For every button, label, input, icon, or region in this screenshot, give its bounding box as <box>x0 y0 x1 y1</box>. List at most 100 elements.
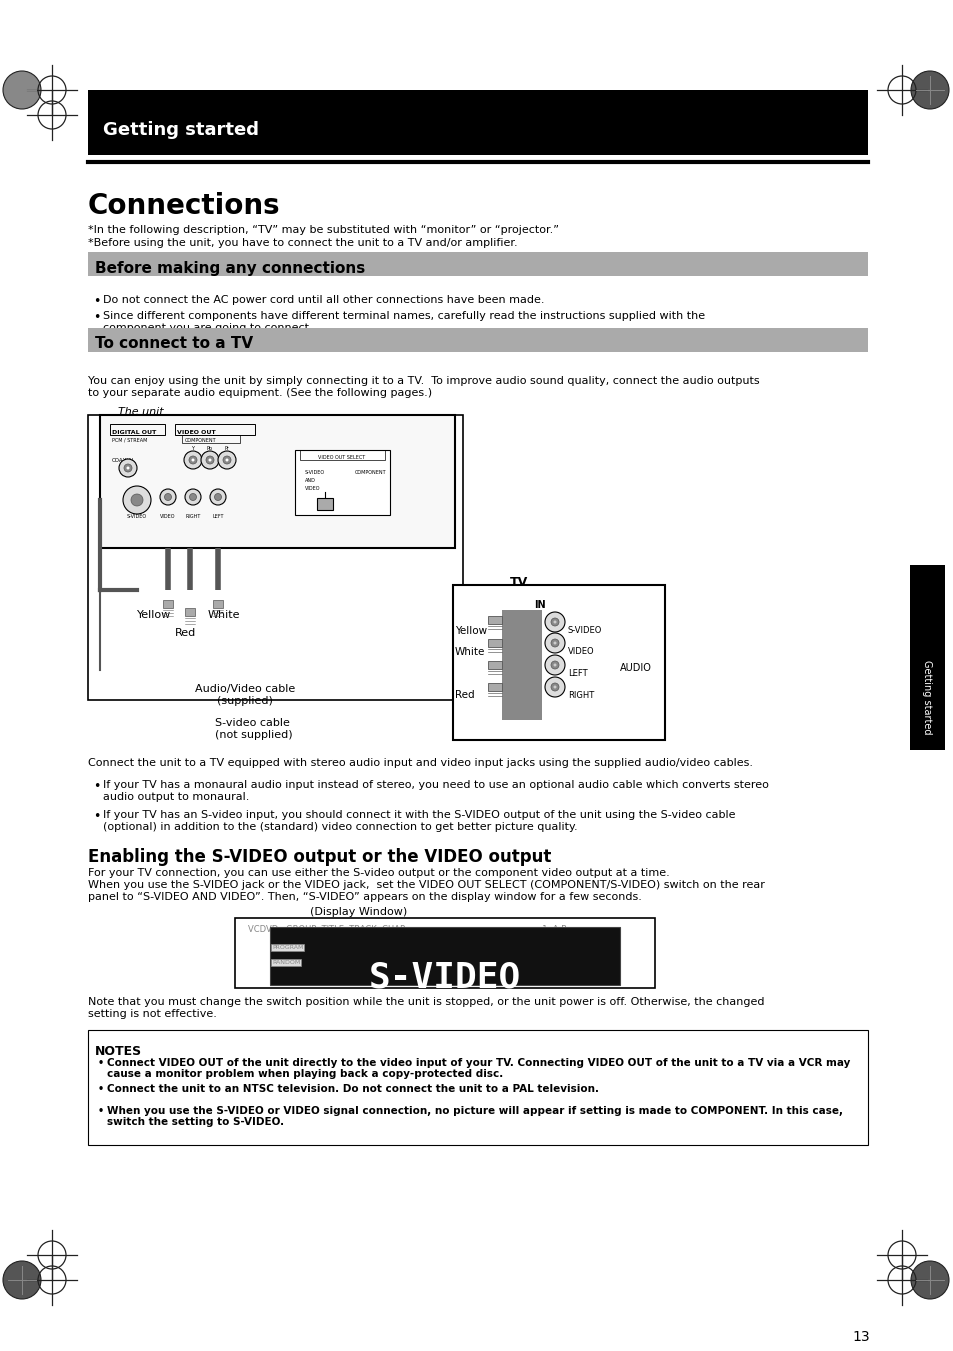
Text: AND: AND <box>305 478 315 484</box>
Text: Since different components have different terminal names, carefully read the ins: Since different components have differen… <box>103 311 704 322</box>
Circle shape <box>209 458 212 462</box>
Text: •: • <box>98 1084 104 1094</box>
Bar <box>453 585 664 740</box>
Text: TV: TV <box>510 576 528 589</box>
Text: You can enjoy using the unit by simply connecting it to a TV.  To improve audio : You can enjoy using the unit by simply c… <box>88 376 759 386</box>
Text: switch the setting to S-VIDEO.: switch the setting to S-VIDEO. <box>107 1117 284 1127</box>
Circle shape <box>553 620 556 624</box>
Text: •: • <box>98 1058 104 1069</box>
Text: ○1  A-B: ○1 A-B <box>535 925 566 934</box>
Text: To connect to a TV: To connect to a TV <box>95 336 253 351</box>
Text: LEFT: LEFT <box>567 669 587 678</box>
Text: S-video cable: S-video cable <box>214 717 290 728</box>
Text: Before making any connections: Before making any connections <box>95 261 365 276</box>
Bar <box>270 927 619 985</box>
Text: •: • <box>92 780 100 793</box>
Text: *In the following description, “TV” may be substituted with “monitor” or “projec: *In the following description, “TV” may … <box>88 226 558 235</box>
Text: RIGHT: RIGHT <box>567 690 594 700</box>
Bar <box>909 565 944 750</box>
Text: Connections: Connections <box>88 192 280 220</box>
Text: If your TV has a monaural audio input instead of stereo, you need to use an opti: If your TV has a monaural audio input in… <box>103 780 768 790</box>
Text: Connect the unit to an NTSC television. Do not connect the unit to a PAL televis: Connect the unit to an NTSC television. … <box>107 1084 598 1094</box>
Text: Audio/Video cable: Audio/Video cable <box>194 684 294 694</box>
Text: White: White <box>455 647 485 657</box>
Text: Red: Red <box>174 628 196 638</box>
Circle shape <box>184 451 202 469</box>
Text: AUDIO: AUDIO <box>619 663 651 673</box>
Circle shape <box>551 639 558 647</box>
Text: For your TV connection, you can use either the S-video output or the component v: For your TV connection, you can use eith… <box>88 867 669 878</box>
Bar <box>88 328 867 353</box>
Text: Red: Red <box>455 690 475 700</box>
Bar <box>316 499 333 509</box>
Text: (Display Window): (Display Window) <box>310 907 407 917</box>
Bar <box>182 435 240 443</box>
Circle shape <box>553 685 556 689</box>
Text: to your separate audio equipment. (See the following pages.): to your separate audio equipment. (See t… <box>88 388 432 399</box>
Bar <box>163 600 172 608</box>
Bar <box>88 253 867 276</box>
Text: PROGRAM: PROGRAM <box>272 944 303 950</box>
Text: COAXIAL: COAXIAL <box>112 458 135 463</box>
Text: VIDEO OUT: VIDEO OUT <box>177 430 215 435</box>
Text: When you use the S-VIDEO or VIDEO signal connection, no picture will appear if s: When you use the S-VIDEO or VIDEO signal… <box>107 1106 842 1116</box>
Text: RANDOM: RANDOM <box>272 961 300 965</box>
Text: Yellow: Yellow <box>455 626 487 636</box>
Circle shape <box>910 1260 948 1300</box>
Circle shape <box>119 459 137 477</box>
Text: audio output to monaural.: audio output to monaural. <box>103 792 249 802</box>
Text: •: • <box>92 311 100 324</box>
Text: •: • <box>92 295 100 308</box>
Circle shape <box>544 677 564 697</box>
Circle shape <box>544 634 564 653</box>
Text: 13: 13 <box>851 1329 869 1344</box>
Bar <box>488 639 501 647</box>
Text: Pb: Pb <box>207 446 213 451</box>
Bar <box>294 450 390 515</box>
Text: Connect the unit to a TV equipped with stereo audio input and video input jacks : Connect the unit to a TV equipped with s… <box>88 758 752 767</box>
Text: Note that you must change the switch position while the unit is stopped, or the : Note that you must change the switch pos… <box>88 997 763 1006</box>
Bar <box>488 616 501 624</box>
Bar <box>234 917 655 988</box>
Bar <box>185 608 194 616</box>
Circle shape <box>124 463 132 471</box>
Text: When you use the S-VIDEO jack or the VIDEO jack,  set the VIDEO OUT SELECT (COMP: When you use the S-VIDEO jack or the VID… <box>88 880 764 890</box>
Circle shape <box>164 493 172 500</box>
Bar <box>88 1029 867 1146</box>
Text: If your TV has an S-video input, you should connect it with the S-VIDEO output o: If your TV has an S-video input, you sho… <box>103 811 735 820</box>
Text: RIGHT: RIGHT <box>185 513 200 519</box>
Text: COMPONENT: COMPONENT <box>185 438 216 443</box>
Circle shape <box>218 451 235 469</box>
Circle shape <box>160 489 175 505</box>
Text: Getting started: Getting started <box>921 661 931 735</box>
Circle shape <box>206 457 213 463</box>
Circle shape <box>123 486 151 513</box>
Circle shape <box>544 655 564 676</box>
Text: VIDEO: VIDEO <box>305 486 320 490</box>
Text: (optional) in addition to the (standard) video connection to get better picture : (optional) in addition to the (standard)… <box>103 821 577 832</box>
Text: The unit: The unit <box>118 407 164 417</box>
Bar <box>488 684 501 690</box>
Circle shape <box>553 663 556 666</box>
Text: Connect VIDEO OUT of the unit directly to the video input of your TV. Connecting: Connect VIDEO OUT of the unit directly t… <box>107 1058 849 1069</box>
Circle shape <box>192 458 194 462</box>
Text: S-VIDEO: S-VIDEO <box>369 961 520 994</box>
Text: LEFT: LEFT <box>212 513 224 519</box>
Text: PCM / STREAM: PCM / STREAM <box>112 438 147 443</box>
Text: setting is not effective.: setting is not effective. <box>88 1009 216 1019</box>
Circle shape <box>551 661 558 669</box>
Text: NOTES: NOTES <box>95 1046 142 1058</box>
Circle shape <box>131 494 143 507</box>
Circle shape <box>127 466 130 470</box>
Bar <box>88 91 867 155</box>
Circle shape <box>225 458 229 462</box>
Text: IN: IN <box>534 600 545 611</box>
Text: VCDVD   GROUP  TITLE  TRACK  CHAP: VCDVD GROUP TITLE TRACK CHAP <box>248 925 405 934</box>
Text: S-VIDEO: S-VIDEO <box>127 513 147 519</box>
Text: component you are going to connect.: component you are going to connect. <box>103 323 313 332</box>
Circle shape <box>223 457 231 463</box>
Circle shape <box>190 493 196 500</box>
Circle shape <box>214 493 221 500</box>
Bar <box>213 600 223 608</box>
Text: panel to “S-VIDEO AND VIDEO”. Then, “S-VIDEO” appears on the display window for : panel to “S-VIDEO AND VIDEO”. Then, “S-V… <box>88 892 641 902</box>
